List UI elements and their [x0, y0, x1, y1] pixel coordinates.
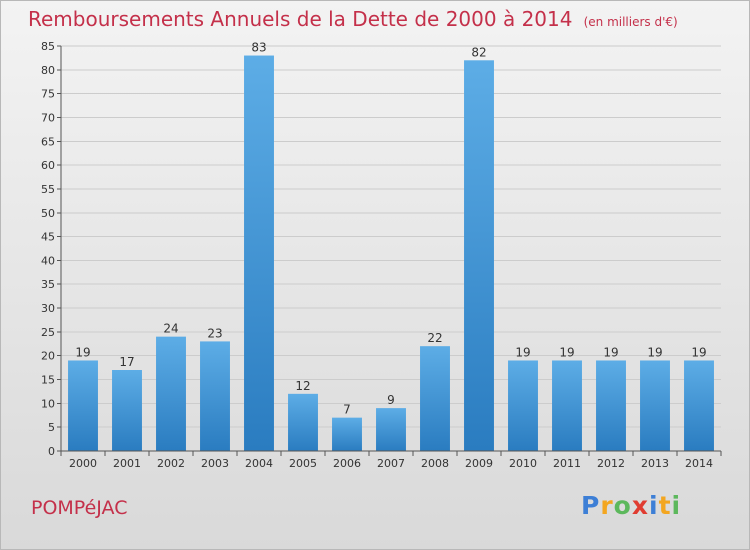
x-tick-label: 2002: [157, 457, 185, 470]
bar-value-label: 19: [647, 345, 662, 359]
bar-value-label: 22: [427, 331, 442, 345]
bar: [156, 336, 186, 451]
x-tick-label: 2005: [289, 457, 317, 470]
bar-value-label: 19: [559, 345, 574, 359]
x-tick-label: 2001: [113, 457, 141, 470]
x-tick-label: 2012: [597, 457, 625, 470]
y-tick-label: 5: [48, 421, 55, 434]
brand-letter: t: [658, 491, 672, 520]
city-name: POMPéJAC: [31, 497, 128, 519]
y-tick-label: 70: [41, 111, 55, 124]
bar: [288, 393, 318, 451]
y-tick-label: 50: [41, 207, 55, 220]
bar: [332, 417, 362, 451]
y-tick-label: 20: [41, 350, 55, 363]
bar-value-label: 19: [603, 345, 618, 359]
y-tick-label: 75: [41, 88, 55, 101]
brand-letter: i: [671, 491, 682, 520]
bar-value-label: 19: [75, 345, 90, 359]
x-tick-label: 2004: [245, 457, 273, 470]
y-tick-label: 15: [41, 374, 55, 387]
x-tick-label: 2006: [333, 457, 361, 470]
bar-value-label: 19: [691, 345, 706, 359]
brand-letter: r: [600, 491, 614, 520]
bar: [464, 60, 494, 451]
y-tick-label: 30: [41, 302, 55, 315]
bar-value-label: 7: [343, 403, 351, 417]
axis-lines: [60, 46, 721, 452]
x-tick-label: 2007: [377, 457, 405, 470]
bar-value-label: 9: [387, 393, 395, 407]
y-tick-label: 60: [41, 159, 55, 172]
bar: [200, 341, 230, 451]
brand-letter: x: [631, 491, 649, 520]
bar-value-label: 82: [471, 45, 486, 59]
brand-letter: P: [581, 491, 601, 520]
title-text: Remboursements Annuels de la Dette de 20…: [28, 7, 573, 31]
grid-lines: [61, 45, 721, 452]
x-tick-label: 2009: [465, 457, 493, 470]
bar-value-label: 17: [119, 355, 134, 369]
bar-value-label: 12: [295, 379, 310, 393]
x-tick-label: 2013: [641, 457, 669, 470]
x-tick-label: 2000: [69, 457, 97, 470]
y-axis: 0 5 10 15 20 25 30 35 40 45 50 55 60 65 70 75 80 85: [41, 40, 61, 458]
brand-letter: o: [613, 491, 632, 520]
bar: [552, 360, 582, 451]
y-tick-label: 40: [41, 254, 55, 267]
y-tick-label: 45: [41, 231, 55, 244]
bar-value-label: 23: [207, 326, 222, 340]
bar-value-label: 24: [163, 322, 178, 336]
y-tick-label: 25: [41, 326, 55, 339]
y-tick-label: 10: [41, 397, 55, 410]
y-tick-label: 65: [41, 135, 55, 148]
chart-title: Remboursements Annuels de la Dette de 20…: [28, 7, 678, 31]
bar: [376, 408, 406, 451]
bar-value-label: 19: [515, 345, 530, 359]
y-tick-label: 0: [48, 445, 55, 458]
bar: [508, 360, 538, 451]
bar: [244, 55, 274, 451]
title-unit: (en milliers d'€): [583, 15, 678, 29]
bar-value-label: 83: [251, 41, 266, 55]
y-tick-label: 85: [41, 40, 55, 53]
y-tick-label: 35: [41, 278, 55, 291]
bar: [112, 370, 142, 451]
bar: [420, 346, 450, 451]
x-tick-label: 2014: [685, 457, 713, 470]
bar: [68, 360, 98, 451]
x-tick-label: 2011: [553, 457, 581, 470]
bars: 19 17 24 23 83 12 7 9 22 82 19 19 19 19 19: [68, 41, 714, 451]
bar: [640, 360, 670, 451]
x-axis: 2000 2001 2002 2003 2004 2005 2006 2007 2008 2009…: [60, 451, 722, 470]
x-tick-label: 2008: [421, 457, 449, 470]
bar: [596, 360, 626, 451]
x-tick-label: 2010: [509, 457, 537, 470]
x-tick-label: 2003: [201, 457, 229, 470]
brand-letter: i: [649, 491, 659, 520]
bar: [684, 360, 714, 451]
proxiti-logo: Proxiti: [581, 491, 681, 520]
y-tick-label: 55: [41, 183, 55, 196]
y-tick-label: 80: [41, 64, 55, 77]
